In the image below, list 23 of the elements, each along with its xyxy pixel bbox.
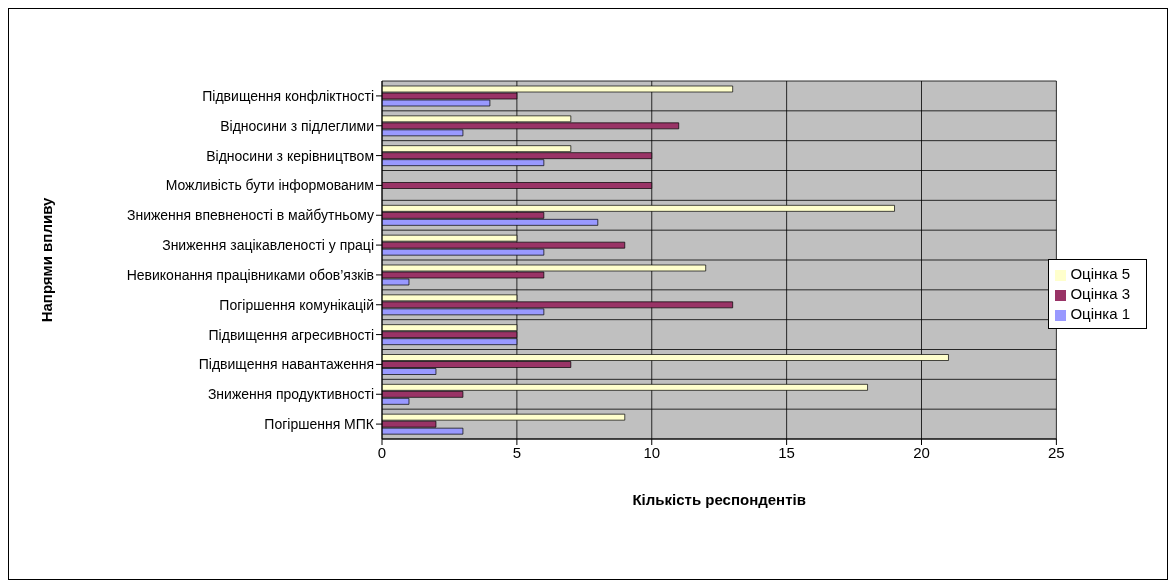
y-tick-label: Підвищення агресивності xyxy=(208,326,374,343)
x-tick-label: 20 xyxy=(913,443,930,461)
y-tick-label: Зниження впевненості в майбутньому xyxy=(126,207,374,224)
x-tick-label: 25 xyxy=(1048,443,1065,461)
y-tick-label: Зниження зацікавленості у праці xyxy=(162,237,374,254)
x-tick-label: 15 xyxy=(778,443,795,461)
x-axis-title: Кількість респондентів xyxy=(632,491,806,508)
y-tick-label: Можливість бути інформованим xyxy=(165,177,374,194)
y-tick-label: Відносини з керівництвом xyxy=(206,147,374,164)
x-tick-label: 0 xyxy=(377,443,387,461)
y-tick-label: Погіршення комунікацій xyxy=(219,296,374,313)
y-tick-label: Погіршення МПК xyxy=(264,416,375,433)
legend-label: Оцінка 3 xyxy=(1070,285,1130,302)
x-tick-label: 10 xyxy=(643,443,661,461)
y-axis-title: Напрями впливу xyxy=(38,197,56,323)
y-tick-label: Невиконання працівниками обов’язків xyxy=(126,266,374,283)
y-tick-label: Підвищення конфліктності xyxy=(202,87,374,104)
x-tick-label: 5 xyxy=(512,443,522,461)
legend-label: Оцінка 1 xyxy=(1070,305,1130,322)
y-tick-label: Підвищення навантаження xyxy=(198,356,374,373)
y-tick-label: Зниження продуктивності xyxy=(207,386,374,403)
y-tick-label: Відносини з підлеглими xyxy=(220,117,374,134)
legend-label: Оцінка 5 xyxy=(1070,265,1130,282)
